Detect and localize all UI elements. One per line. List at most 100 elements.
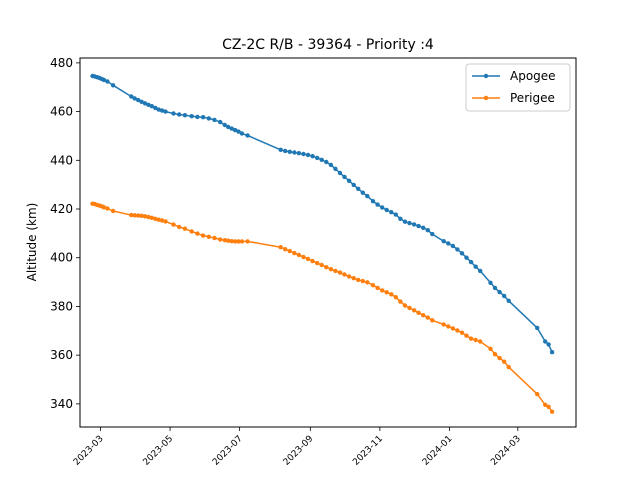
data-point-apogee [305,152,311,158]
data-point-perigee [212,235,217,241]
data-point-perigee [142,214,148,219]
data-point-perigee [310,258,315,264]
data-point-perigee [497,355,502,361]
data-point-apogee [416,223,421,229]
data-point-apogee [535,325,540,331]
data-point-perigee [195,231,200,236]
data-point-apogee [393,212,398,217]
data-point-apogee [468,259,474,265]
data-point-perigee [478,339,483,344]
data-point-perigee [149,215,154,220]
data-point-perigee [380,288,385,293]
data-point-perigee [365,280,370,285]
y-tick-label: 380 [50,299,73,313]
data-point-perigee [129,212,134,218]
data-point-apogee [389,210,394,215]
data-point-perigee [226,238,231,243]
data-point-perigee [136,213,141,218]
data-point-perigee [441,322,446,327]
y-axis-ticks: 340 360 380 400 420 440 460 480 [50,56,80,411]
data-point-apogee [301,151,306,157]
data-point-perigee [492,352,498,357]
data-point-apogee [324,159,329,165]
data-point-perigee [324,265,329,270]
data-point-perigee [132,213,137,218]
data-point-apogee [425,228,430,233]
data-point-perigee [278,245,283,250]
data-point-apogee [292,150,297,155]
data-point-apogee [446,241,451,246]
data-point-apogee [212,117,217,123]
y-tick-label: 420 [50,202,73,216]
data-point-perigee [421,313,426,318]
plot-area-frame [79,57,577,428]
data-point-perigee [110,208,116,214]
data-point-perigee [206,234,211,239]
data-point-apogee [200,115,206,120]
y-tick-label: 340 [50,397,73,411]
data-point-apogee [441,239,446,244]
y-tick-label: 460 [50,105,73,119]
data-point-apogee [488,280,493,285]
data-point-apogee [163,109,168,114]
data-point-apogee [342,174,347,180]
data-point-apogee [356,186,361,191]
data-point-perigee [105,206,110,211]
data-point-perigee [502,359,507,364]
data-point-apogee [206,116,211,121]
data-point-perigee [459,330,465,335]
data-point-perigee [333,268,338,274]
data-point-apogee [506,298,511,303]
y-axis-label: Altitude (km) [25,203,39,282]
data-point-apogee [459,251,465,256]
data-point-apogee [380,205,385,210]
data-point-apogee [159,108,165,113]
data-point-perigee [389,292,394,297]
y-tick-label: 400 [50,251,73,265]
data-point-apogee [236,129,241,134]
data-point-apogee [139,99,144,105]
data-point-perigee [287,248,292,254]
legend-label: Perigee [510,91,555,105]
data-point-perigee [236,239,241,244]
data-point-apogee [195,114,200,120]
data-point-apogee [239,131,245,136]
legend-label: Apogee [510,69,556,83]
data-point-perigee [239,239,245,244]
data-point-perigee [468,336,474,341]
data-point-apogee [346,178,352,183]
data-point-perigee [488,346,493,351]
data-point-apogee [319,157,324,162]
data-point-perigee [156,217,161,222]
data-point-apogee [245,133,250,138]
data-point-perigee [296,252,302,258]
data-point-apogee [337,170,343,176]
data-point-apogee [278,147,283,152]
data-point-perigee [218,237,223,242]
data-point-apogee [229,126,234,131]
data-point-perigee [411,308,417,313]
data-point-perigee [535,391,540,397]
data-point-perigee [473,337,478,343]
data-point-apogee [546,342,551,347]
series-layer [90,73,555,414]
data-point-apogee [492,285,498,291]
data-point-apogee [411,222,417,227]
data-point-apogee [333,166,338,171]
data-point-perigee [360,278,365,284]
data-point-perigee [416,310,421,315]
data-point-perigee [342,272,347,277]
data-point-perigee [222,238,227,243]
data-point-perigee [506,364,511,370]
data-point-perigee [370,283,376,288]
data-point-perigee [407,305,412,311]
data-point-apogee [177,112,182,117]
data-point-perigee [292,250,297,256]
data-point-apogee [232,127,238,133]
data-point-perigee [163,219,168,224]
data-point-perigee [464,333,469,338]
data-point-apogee [146,102,151,108]
legend: Apogee Perigee [465,63,571,112]
data-point-perigee [384,290,389,295]
data-point-apogee [549,350,555,355]
